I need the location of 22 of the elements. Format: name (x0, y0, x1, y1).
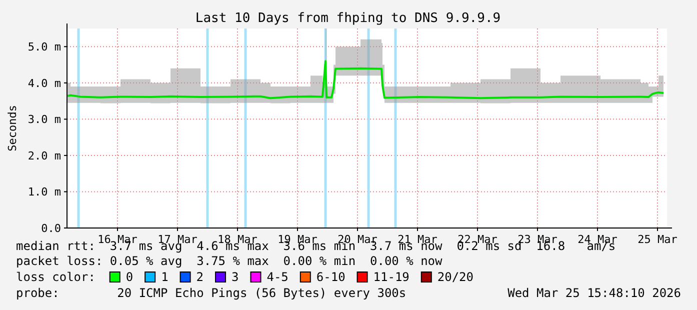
y-axis-title: Seconds (6, 105, 19, 152)
y-tick-label: 1.0 m (28, 186, 62, 199)
y-tick-label: 4.0 m (28, 76, 62, 90)
x-tick-label: 25 Mar (638, 233, 678, 246)
y-tick-label: 5.0 m (28, 40, 62, 54)
text: 4-5 (266, 270, 288, 284)
text: 3 (232, 270, 239, 284)
text: loss color: (16, 270, 96, 284)
text: 11-19 (373, 270, 410, 284)
text: packet loss: 0.05 % avg 3.75 % max 0.00 % min 0.00 % now (16, 254, 444, 268)
y-tick-label: 3.0 m (28, 113, 62, 126)
y-tick-label: 0.0 (41, 222, 61, 235)
line-series (66, 60, 664, 100)
text: 20/20 (437, 270, 474, 284)
text: 1 (161, 270, 168, 284)
text: Wed Mar 25 15:48:10 2026 (508, 286, 681, 300)
chart-title: Last 10 Days from fhping to DNS 9.9.9.9 (195, 11, 501, 26)
text: 6-10 (316, 270, 346, 284)
text: 0 (126, 270, 134, 284)
y-tick-label: 2.0 m (28, 149, 62, 162)
text: 2 (196, 270, 204, 284)
text: probe: 20 ICMP Echo Pings (56 Bytes) every 300s (16, 286, 406, 300)
